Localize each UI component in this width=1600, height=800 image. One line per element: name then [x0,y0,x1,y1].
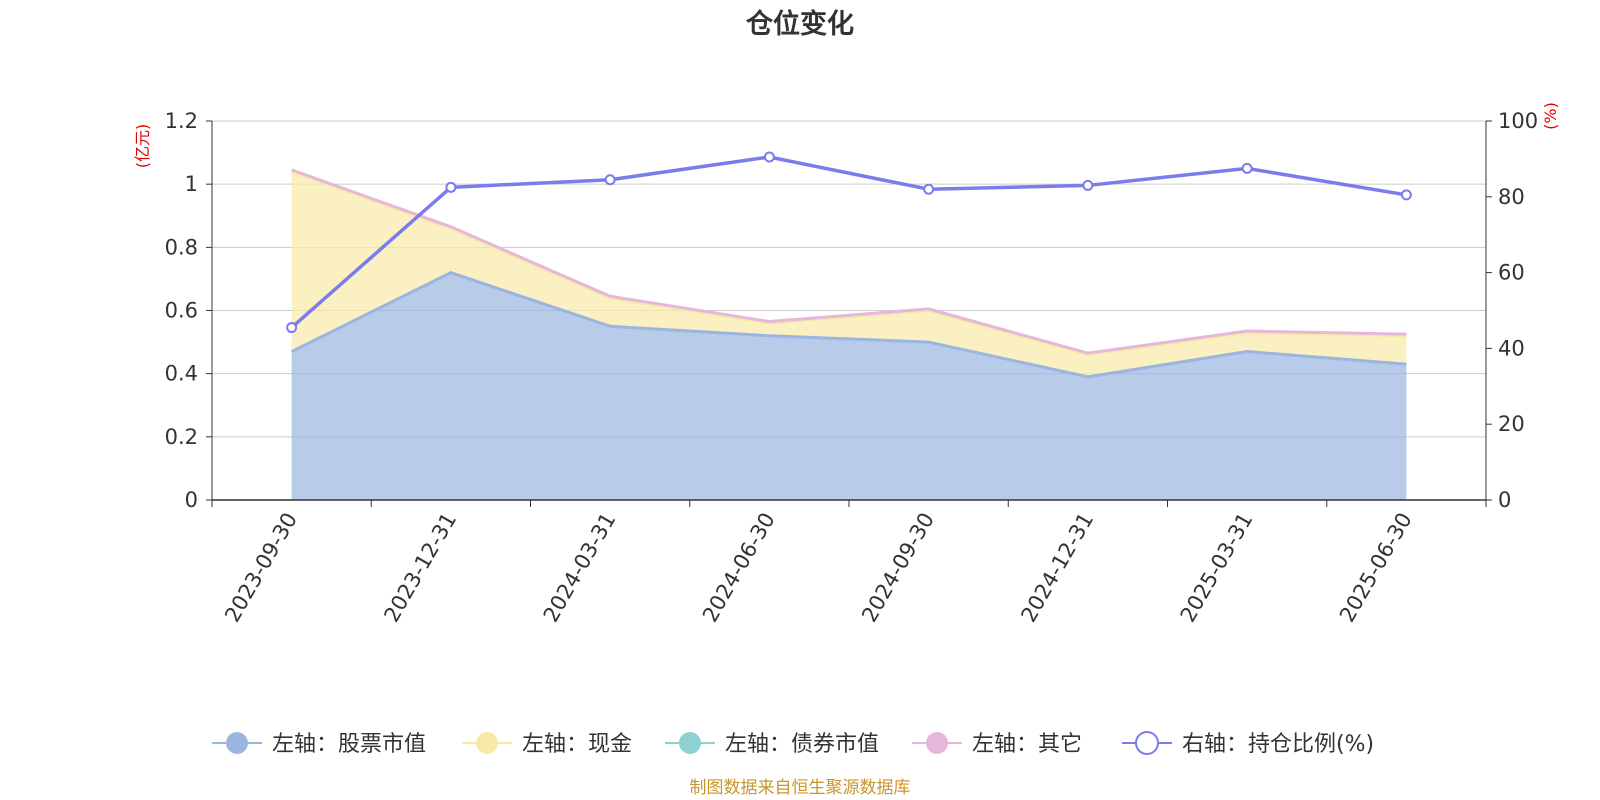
left-tick-label: 0.8 [165,235,198,259]
left-tick-label: 0 [185,488,198,512]
ratio-line [290,155,1407,329]
legend: 左轴：股票市值 左轴：现金 左轴：债券市值 左轴：其它 右轴：持仓比例(%) [212,731,1374,757]
area-edge-3 [291,168,1407,355]
right-axis-unit: (%) [1541,102,1560,130]
left-tick-label: 1 [185,172,198,196]
right-tick-label: 60 [1498,261,1525,285]
ratio-point [286,322,298,334]
right-tick-label: 20 [1498,412,1525,436]
legend-label-2: 左轴：债券市值 [725,732,879,757]
right-tick-label: 0 [1498,488,1511,512]
area-1 [291,171,1407,377]
ratio-points [286,151,1412,334]
ratio-point [923,183,935,195]
x-tick-label: 2023-12-31 [379,509,461,627]
area-0 [291,272,1407,500]
left-axis-unit: (亿元) [133,124,152,169]
legend-label-0: 左轴：股票市值 [272,732,426,757]
area-edge-0 [290,270,1407,379]
legend-label-1: 左轴：现金 [522,732,632,757]
data-source-footer: 制图数据来自恒生聚源数据库 [690,778,911,798]
ratio-point [763,151,775,163]
chart-title: 仓位变化 [745,8,854,40]
right-tick-label: 80 [1498,185,1525,209]
x-tick-label: 2024-12-31 [1016,509,1098,627]
right-tick-label: 100 [1498,109,1538,133]
ratio-point [1400,189,1412,201]
ratio-point [445,181,457,193]
left-tick-label: 0.2 [165,425,198,449]
legend-marker-1 [476,732,498,754]
ratio-point [1082,179,1094,191]
ratio-point [604,174,616,186]
left-tick-label: 0.4 [165,362,198,386]
right-tick-label: 40 [1498,336,1525,360]
x-tick-label: 2023-09-30 [220,509,302,627]
legend-marker-0 [226,732,248,754]
x-tick-label: 2024-09-30 [857,509,939,627]
legend-marker-4 [1135,731,1159,755]
x-tick-label: 2025-03-31 [1176,509,1258,627]
legend-label-3: 左轴：其它 [972,732,1082,757]
ratio-point [1241,162,1253,174]
left-tick-label: 0.6 [165,299,198,323]
stacked-areas [291,169,1407,500]
series-lines [290,155,1407,379]
legend-marker-2 [679,732,701,754]
x-tick-label: 2024-06-30 [698,509,780,627]
x-tick-label: 2024-03-31 [539,509,621,627]
legend-marker-3 [926,732,948,754]
x-tick-label: 2025-06-30 [1335,509,1417,627]
left-tick-label: 1.2 [165,109,198,133]
legend-label-4: 右轴：持仓比例(%) [1182,732,1374,757]
